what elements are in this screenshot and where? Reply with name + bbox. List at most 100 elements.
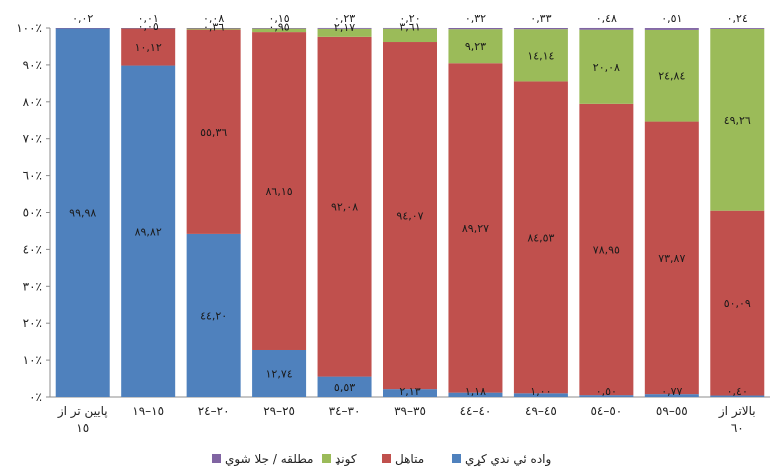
data-label: ٢,١٣ <box>399 385 420 398</box>
legend-swatch <box>382 454 391 463</box>
chart-legend: مطلقه / جلا شوي کونډ متاهل واده ئي ندي کړي <box>212 452 551 467</box>
bar-segment <box>317 376 372 397</box>
bar-segment <box>448 29 503 64</box>
chart-bars <box>55 27 765 398</box>
bar-segment <box>186 233 241 397</box>
data-label: ٠,٣٣ <box>530 12 551 25</box>
data-label: ٠,٤٠ <box>727 385 748 398</box>
bar-segment <box>644 28 699 30</box>
data-label: ٨٤,٥٣ <box>527 231 554 244</box>
data-label: ١٤,١٤ <box>527 49 554 62</box>
x-tick-label: بالاتر از ٦٠ <box>718 404 756 435</box>
data-label: ٠,٢٤ <box>727 12 748 25</box>
data-label: ١٠,١٢ <box>135 41 162 54</box>
legend-swatch <box>452 454 461 463</box>
data-label: ٠,١٥ <box>268 12 289 25</box>
data-label: ٠,٠٢ <box>72 12 93 25</box>
y-tick-label: ٢٠٪ <box>23 316 42 330</box>
data-label: ٣,٦١ <box>399 21 420 34</box>
bar-segment <box>121 28 176 66</box>
x-tick-label: ٣٥–٣٩ <box>394 404 426 418</box>
data-label: ٠,٠٥ <box>138 20 159 33</box>
bar-stack <box>579 27 634 397</box>
legend-label: کونډ <box>335 452 357 467</box>
bar-segment <box>710 28 765 211</box>
bar-segment <box>252 349 307 397</box>
x-tick-label: ١٥–١٩ <box>132 404 164 418</box>
data-label: ٠,٩٥ <box>268 21 289 34</box>
bar-segment <box>710 395 765 397</box>
data-label: ٠,٧٧ <box>661 385 682 398</box>
legend-label: واده ئي ندي کړي <box>465 452 551 467</box>
legend-item: واده ئي ندي کړي <box>452 452 551 467</box>
bar-stack <box>252 28 307 397</box>
bar-segment <box>121 28 176 29</box>
x-tick-label: ٤٥–٤٩ <box>525 404 557 418</box>
x-tick-label: ٣٠–٣٤ <box>329 404 361 418</box>
bar-segment <box>317 28 372 37</box>
bar-segment <box>383 27 437 29</box>
bar-segment <box>448 392 503 397</box>
y-tick-label: ٧٠٪ <box>23 132 42 146</box>
legend-label: مطلقه / جلا شوي <box>225 452 313 467</box>
data-label: ٨٦,١٥ <box>266 185 293 198</box>
legend-label: متاهل <box>395 452 424 466</box>
bar-stack <box>644 28 699 397</box>
data-label: ٠,٢٣ <box>334 12 355 25</box>
bar-segment <box>317 36 372 377</box>
bar-segment <box>513 393 568 397</box>
bar-segment <box>252 32 307 350</box>
data-label: ١٢,٧٤ <box>266 367 293 380</box>
data-label: ٠,٣٦ <box>203 20 224 33</box>
bar-segment <box>579 27 634 30</box>
x-tick-label: ٤٠–٤٤ <box>460 404 492 418</box>
bar-stack <box>317 27 372 397</box>
data-label: ٠,٥١ <box>661 12 682 25</box>
bar-segment <box>644 29 699 122</box>
bar-segment <box>252 28 307 29</box>
bar-segment <box>579 103 634 396</box>
data-label: ٤٤,٢٠ <box>200 309 227 322</box>
data-label: ٩٩,٩٨ <box>69 207 96 220</box>
data-label: ٨٩,٨٢ <box>135 225 162 238</box>
bar-segment <box>579 29 634 104</box>
data-label: ١,١٨ <box>465 385 486 398</box>
bar-segment <box>513 81 568 394</box>
x-axis-tick-labels: پايين تر از ١٥ ١٥–١٩ ٢٠–٢٤ ٢٥–٢٩ ٣٠–٣٤ ٣٥–٣٩ ٤٠… <box>57 404 756 435</box>
bar-segment <box>55 28 110 398</box>
data-label: ٤٩,٢٦ <box>724 114 751 127</box>
bar-stack <box>55 28 110 398</box>
bar-segment <box>252 28 307 33</box>
bar-segment <box>186 28 241 30</box>
bar-segment <box>644 394 699 397</box>
y-tick-label: ٠٪ <box>29 390 42 404</box>
bar-stack <box>448 28 503 397</box>
data-label: ٥,٥٣ <box>334 381 355 394</box>
data-label: ٧٣,٨٧ <box>658 252 685 265</box>
data-label: ١,٠٠ <box>530 385 551 398</box>
y-tick-label: ٣٠٪ <box>23 279 42 293</box>
data-label: ٩,٢٣ <box>465 40 486 53</box>
x-tick-label: ٢٥–٢٩ <box>263 404 295 418</box>
data-label: ٠,٤٨ <box>596 12 617 25</box>
x-tick-label: پايين تر از ١٥ <box>57 404 108 435</box>
y-tick-label: ٦٠٪ <box>23 169 42 183</box>
bar-segment <box>121 65 176 397</box>
data-label: ٠,٠٨ <box>203 12 224 25</box>
bar-stack <box>383 27 437 397</box>
bar-stack <box>121 28 176 397</box>
bar-segment <box>644 121 699 395</box>
legend-item: مطلقه / جلا شوي <box>212 452 313 467</box>
y-axis-tick-labels: ٠٪ ١٠٪ ٢٠٪ ٣٠٪ ٤٠٪ ٥٠٪ ٦٠٪ ٧٠٪ ٨٠٪ ٩٠٪ ١٠٠٪ <box>16 21 42 404</box>
data-label: ٥٠,٠٩ <box>724 297 751 310</box>
data-label: ٥٥,٣٦ <box>200 126 227 139</box>
data-label: ٠,٥٠ <box>596 385 617 398</box>
bar-segment <box>186 29 241 234</box>
x-tick-label: ٢٠–٢٤ <box>198 404 230 418</box>
bar-segment <box>317 27 372 29</box>
bar-segment <box>383 28 437 43</box>
data-label: ٨٩,٢٧ <box>462 222 489 235</box>
legend-swatch <box>212 454 221 463</box>
chart-data-labels: ٩٩,٩٨ ٠,٠٢ ٨٩,٨٢ ١٠,١٢ ٠,٠٥٠,٠١ ٤٤,٢٠ ٥٥,٣٦ ٠,٣… <box>69 12 751 398</box>
